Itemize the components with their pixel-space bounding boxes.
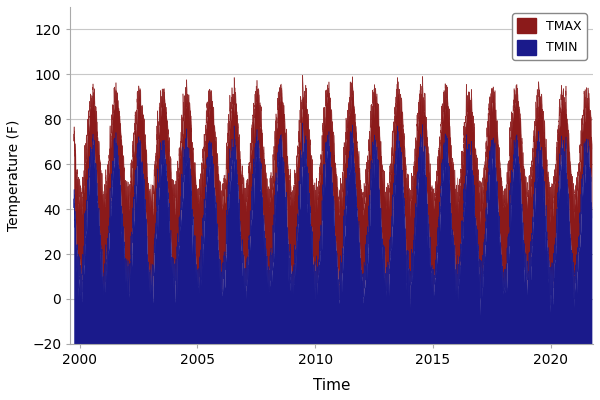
X-axis label: Time: Time (313, 378, 350, 393)
Legend: TMAX, TMIN: TMAX, TMIN (512, 13, 587, 60)
Y-axis label: Temperature (F): Temperature (F) (7, 120, 21, 231)
